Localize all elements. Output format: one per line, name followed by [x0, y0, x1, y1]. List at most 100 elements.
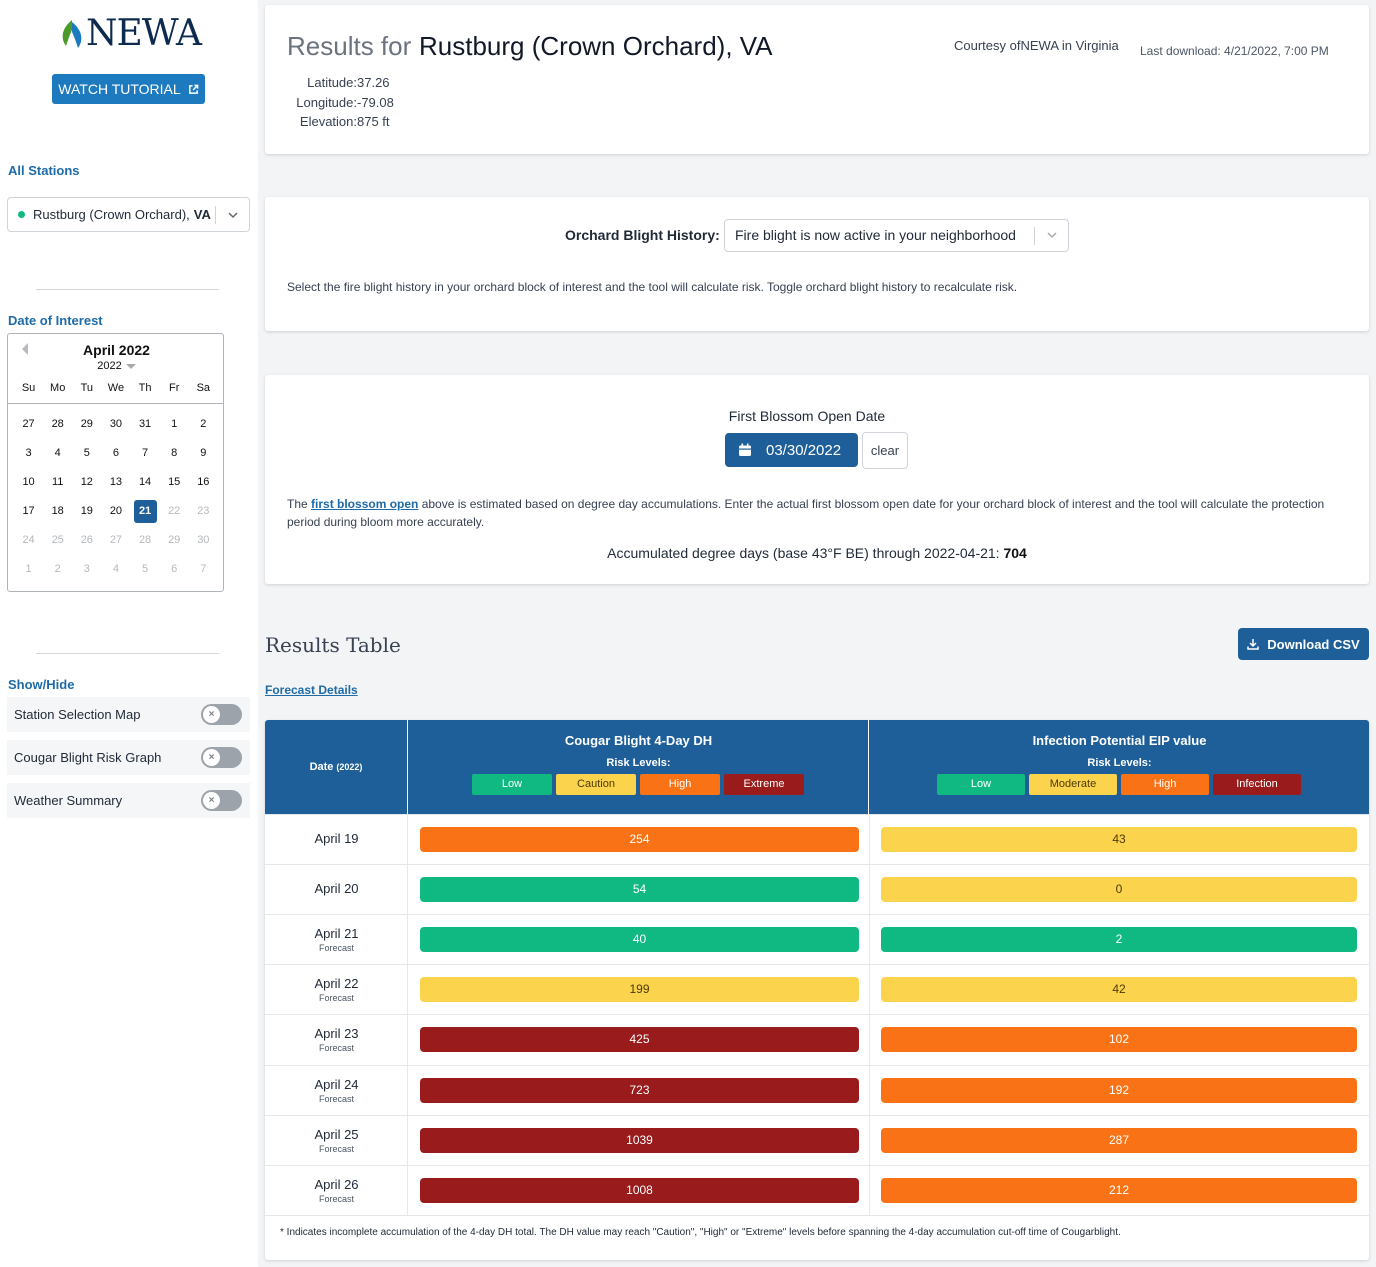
- calendar-day[interactable]: 13: [101, 471, 130, 500]
- weekday-label: Mo: [50, 382, 66, 394]
- calendar-day[interactable]: 10: [14, 471, 43, 500]
- calendar-day-number: 30: [197, 534, 210, 546]
- risk-legend-moderate: Moderate: [1029, 774, 1117, 795]
- calendar-day: 5: [131, 558, 160, 587]
- calendar-day[interactable]: 28: [43, 413, 72, 442]
- calendar-day[interactable]: 7: [131, 442, 160, 471]
- calendar-day[interactable]: 4: [43, 442, 72, 471]
- calendar-day: 30: [189, 529, 218, 558]
- table-row: April 24 Forecast 723 192: [265, 1064, 1369, 1116]
- calendar-day[interactable]: 31: [131, 413, 160, 442]
- calendar-weekdays: Su Mo Tu We Th Fr Sa: [14, 382, 218, 394]
- weekday-label: Sa: [196, 382, 211, 394]
- date-cell: April 26 Forecast: [265, 1165, 408, 1216]
- calendar-day: 29: [160, 529, 189, 558]
- risk-legend-high: High: [1121, 774, 1209, 795]
- weekday-label: We: [107, 382, 125, 394]
- calendar-day[interactable]: 19: [72, 500, 101, 529]
- calendar-day[interactable]: 27: [14, 413, 43, 442]
- calendar-day: 2: [43, 558, 72, 587]
- calendar-day: 26: [72, 529, 101, 558]
- date-cell: April 22 Forecast: [265, 965, 408, 1016]
- calendar-day[interactable]: 1: [160, 413, 189, 442]
- calendar-day-number: 31: [138, 418, 152, 430]
- column-divider: [869, 1115, 870, 1166]
- toggle-switch[interactable]: ×: [201, 747, 242, 768]
- calendar-day[interactable]: 20: [101, 500, 130, 529]
- calendar-day-number: 3: [83, 563, 90, 575]
- calendar-day-number: 9: [200, 447, 207, 459]
- first-blossom-open-link[interactable]: first blossom open: [311, 497, 419, 511]
- risk-legend-low: Low: [472, 774, 552, 795]
- calendar-day[interactable]: 12: [72, 471, 101, 500]
- calendar-month-label: April 2022: [83, 342, 150, 358]
- toggle-off-icon: ×: [203, 706, 220, 723]
- chevron-down-icon[interactable]: [227, 206, 239, 227]
- clear-date-button[interactable]: clear: [862, 432, 908, 469]
- table-row: April 25 Forecast 1039 287: [265, 1114, 1369, 1166]
- calendar-day-number: 28: [138, 534, 152, 546]
- toggle-switch[interactable]: ×: [201, 704, 242, 725]
- calendar-day[interactable]: 29: [72, 413, 101, 442]
- calendar-day-number: 1: [25, 563, 32, 575]
- calendar-day: 4: [101, 558, 130, 587]
- blossom-date-input[interactable]: 03/30/2022: [725, 433, 858, 467]
- calendar-day-number: 28: [51, 418, 64, 430]
- calendar-day-number: 29: [80, 418, 93, 430]
- download-csv-button[interactable]: Download CSV: [1238, 628, 1369, 660]
- calendar-year-select[interactable]: 2022: [8, 360, 225, 372]
- calendar-day[interactable]: 16: [189, 471, 218, 500]
- weekday-label: Th: [138, 382, 152, 394]
- weekday-label: Tu: [80, 382, 94, 394]
- calendar-day[interactable]: 9: [189, 442, 218, 471]
- calendar-day-number: 11: [51, 476, 64, 488]
- calendar-day: 22: [160, 500, 189, 529]
- row-date: April 21: [314, 926, 359, 942]
- infection-potential-value: 2: [881, 927, 1357, 953]
- calendar-day[interactable]: 30: [101, 413, 130, 442]
- cougar-blight-value: 254: [420, 827, 859, 852]
- date-cell: April 24 Forecast: [265, 1065, 408, 1116]
- calendar-day[interactable]: 8: [160, 442, 189, 471]
- station-select[interactable]: Rustburg (Crown Orchard), VA: [7, 197, 250, 232]
- calendar-day[interactable]: 3: [14, 442, 43, 471]
- calendar-day-number: 21: [133, 500, 157, 523]
- calendar-day[interactable]: 17: [14, 500, 43, 529]
- calendar-day-number: 26: [80, 534, 93, 546]
- calendar-day[interactable]: 6: [101, 442, 130, 471]
- cougar-blight-risk-label: Risk Levels:: [606, 757, 671, 769]
- forecast-tag: Forecast: [318, 1093, 354, 1104]
- previous-month-icon[interactable]: [22, 343, 28, 355]
- calendar-day: 28: [131, 529, 160, 558]
- watch-tutorial-button[interactable]: WATCH TUTORIAL: [52, 74, 205, 104]
- sidebar-divider: [36, 653, 219, 654]
- calendar-day-selected[interactable]: 21: [131, 500, 160, 529]
- toggle-switch[interactable]: ×: [201, 790, 242, 811]
- calendar-day-number: 29: [168, 534, 181, 546]
- infection-potential-value: 192: [881, 1077, 1357, 1103]
- date-cell: April 19: [265, 815, 408, 865]
- chevron-down-icon[interactable]: [1046, 220, 1058, 263]
- table-header: Date (2022) Cougar Blight 4-Day DH Risk …: [265, 720, 1369, 814]
- column-divider: [869, 1015, 870, 1066]
- calendar-day[interactable]: 14: [131, 471, 160, 500]
- calendar-day-number: 4: [112, 563, 119, 575]
- newa-logo[interactable]: NEWA: [58, 14, 202, 54]
- infection-potential-risk-label: Risk Levels:: [1087, 757, 1152, 769]
- cougar-blight-header-title: Cougar Blight 4-Day DH: [564, 733, 713, 748]
- calendar-day: 1: [14, 558, 43, 587]
- accumulated-value: 704: [1003, 545, 1027, 561]
- calendar-day[interactable]: 11: [43, 471, 72, 500]
- calendar-day[interactable]: 5: [72, 442, 101, 471]
- infection-potential-legend: Low Moderate High Infection: [937, 774, 1301, 795]
- calendar-day-number: 7: [142, 447, 149, 459]
- calendar-day[interactable]: 15: [160, 471, 189, 500]
- calendar-day[interactable]: 18: [43, 500, 72, 529]
- date-calendar[interactable]: April 2022 2022 Su Mo Tu We Th Fr Sa 27 28 29 30 3…: [7, 333, 224, 592]
- blight-history-select[interactable]: Fire blight is now active in your neighb…: [724, 219, 1069, 252]
- leaf-logo-icon: [62, 20, 82, 48]
- calendar-day[interactable]: 2: [189, 413, 218, 442]
- forecast-details-link[interactable]: Forecast Details: [265, 683, 358, 697]
- forecast-tag: Forecast: [318, 1143, 354, 1154]
- calendar-day: 6: [160, 558, 189, 587]
